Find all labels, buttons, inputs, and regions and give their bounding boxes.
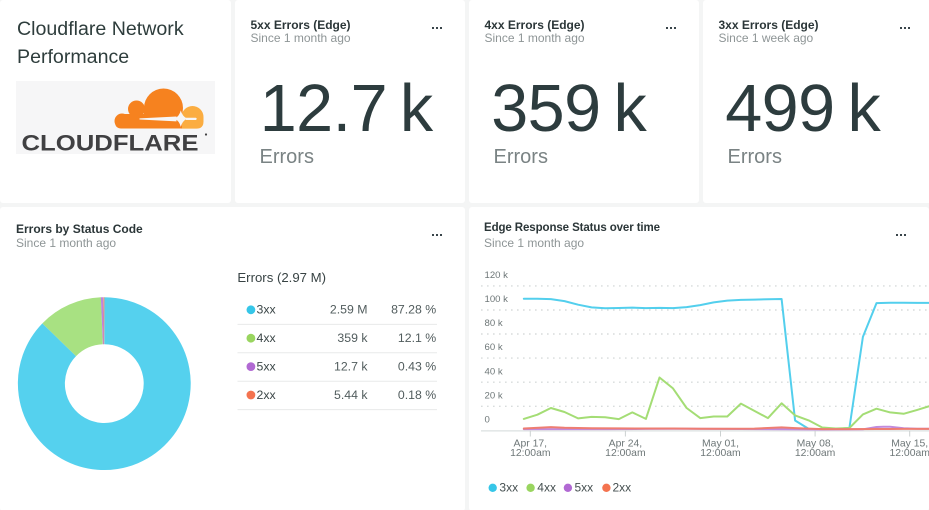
svg-text:5.44 k: 5.44 k <box>334 387 368 401</box>
svg-text:120 k: 120 k <box>484 270 508 281</box>
svg-text:Apr 24,: Apr 24, <box>608 438 642 449</box>
svg-text:87.28 %: 87.28 % <box>391 302 436 316</box>
svg-text:0: 0 <box>484 414 489 425</box>
svg-text:40 k: 40 k <box>484 366 502 377</box>
svg-text:May 01,: May 01, <box>702 438 739 449</box>
svg-text:3xx: 3xx <box>257 302 277 316</box>
svg-text:12:00am: 12:00am <box>889 448 929 459</box>
svg-text:100 k: 100 k <box>484 294 508 305</box>
svg-text:12:00am: 12:00am <box>794 448 834 459</box>
svg-text:12:00am: 12:00am <box>510 448 550 459</box>
svg-text:2xx: 2xx <box>612 480 631 494</box>
svg-text:12:00am: 12:00am <box>700 448 740 459</box>
svg-text:5xx: 5xx <box>257 359 277 373</box>
svg-text:2.59 M: 2.59 M <box>330 302 368 316</box>
svg-text:12.1 %: 12.1 % <box>398 331 436 345</box>
svg-text:2xx: 2xx <box>257 387 277 401</box>
svg-text:Errors (2.97 M): Errors (2.97 M) <box>237 269 326 284</box>
svg-text:5xx: 5xx <box>574 480 593 494</box>
svg-text:0.18 %: 0.18 % <box>398 387 436 401</box>
svg-text:May 15,: May 15, <box>891 438 928 449</box>
svg-text:12:00am: 12:00am <box>605 448 645 459</box>
svg-text:4xx: 4xx <box>257 331 277 345</box>
svg-text:80 k: 80 k <box>484 318 502 329</box>
svg-text:12.7 k: 12.7 k <box>334 359 368 373</box>
svg-text:4xx: 4xx <box>537 480 556 494</box>
svg-text:0.43 %: 0.43 % <box>398 359 436 373</box>
svg-text:20 k: 20 k <box>484 390 502 401</box>
svg-text:60 k: 60 k <box>484 342 502 353</box>
svg-text:359 k: 359 k <box>337 331 368 345</box>
svg-text:CLOUDFLARE: CLOUDFLARE <box>22 130 199 154</box>
svg-text:May 08,: May 08, <box>796 438 833 449</box>
svg-text:Apr 17,: Apr 17, <box>513 438 547 449</box>
svg-text:3xx: 3xx <box>499 480 518 494</box>
